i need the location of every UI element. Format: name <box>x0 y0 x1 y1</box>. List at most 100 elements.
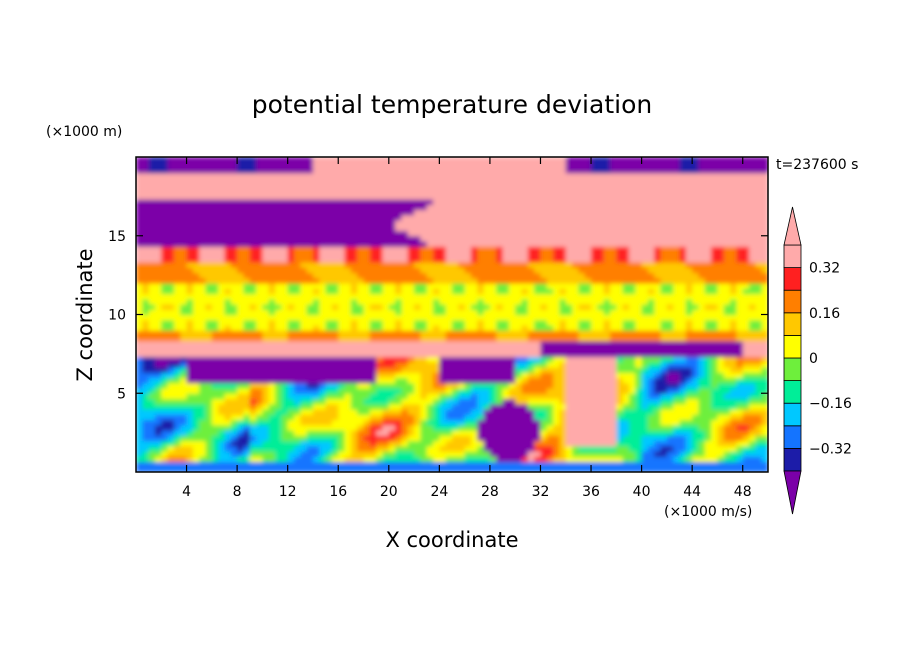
field-cell <box>401 235 409 242</box>
field-cell <box>211 241 219 247</box>
field-cell <box>338 330 346 337</box>
field-cell <box>211 304 219 310</box>
field-cell <box>578 461 586 468</box>
field-cell <box>502 372 510 379</box>
field-cell <box>616 372 624 379</box>
field-cell <box>395 319 403 326</box>
field-cell <box>186 451 194 457</box>
field-cell <box>407 340 415 347</box>
field-cell <box>350 445 358 452</box>
field-cell <box>218 225 226 232</box>
field-cell <box>161 403 169 410</box>
field-cell <box>502 214 510 221</box>
field-cell <box>306 440 314 447</box>
field-cell <box>433 393 440 400</box>
field-cell <box>483 361 491 368</box>
field-cell <box>742 272 750 279</box>
field-cell <box>464 414 472 421</box>
field-cell <box>249 356 257 363</box>
field-cell <box>736 283 744 289</box>
field-cell <box>635 461 643 468</box>
field-cell <box>237 262 245 268</box>
field-cell <box>553 451 561 457</box>
field-cell <box>540 403 548 410</box>
field-cell <box>742 319 750 326</box>
field-cell <box>363 277 371 284</box>
field-cell <box>256 403 263 410</box>
field-cell <box>331 466 339 472</box>
field-cell <box>521 346 529 352</box>
field-cell <box>622 262 630 268</box>
field-cell <box>167 309 175 316</box>
field-cell <box>673 283 681 289</box>
field-cell <box>142 351 150 358</box>
field-cell <box>635 319 643 326</box>
field-cell <box>414 424 421 431</box>
field-cell <box>496 319 504 326</box>
field-cell <box>527 398 535 405</box>
field-cell <box>173 314 181 321</box>
field-cell <box>610 277 617 284</box>
field-cell <box>616 440 624 447</box>
field-cell <box>230 304 238 310</box>
field-cell <box>142 309 150 316</box>
field-cell <box>742 262 750 268</box>
field-cell <box>382 256 390 263</box>
field-cell <box>660 230 668 237</box>
field-cell <box>357 241 365 247</box>
field-cell <box>376 272 384 279</box>
field-cell <box>445 330 453 337</box>
field-cell <box>647 398 655 405</box>
field-cell <box>761 272 768 279</box>
field-cell <box>730 241 737 247</box>
field-cell <box>591 409 598 415</box>
field-cell <box>597 461 605 468</box>
field-cell <box>262 304 270 310</box>
field-cell <box>325 246 333 253</box>
field-cell <box>736 214 744 221</box>
field-cell <box>527 267 535 274</box>
field-cell <box>395 214 403 221</box>
field-cell <box>192 388 200 394</box>
field-cell <box>192 330 200 337</box>
field-cell <box>647 235 655 242</box>
field-cell <box>521 445 529 452</box>
field-cell <box>540 256 548 263</box>
field-cell <box>477 351 485 358</box>
field-cell <box>711 309 719 316</box>
field-cell <box>755 382 763 389</box>
field-cell <box>148 403 156 410</box>
field-cell <box>654 314 662 321</box>
field-cell <box>483 293 491 300</box>
field-cell <box>628 251 636 258</box>
field-cell <box>616 356 624 363</box>
field-cell <box>647 309 655 316</box>
field-cell <box>698 335 706 342</box>
field-cell <box>452 398 459 405</box>
field-cell <box>565 351 573 358</box>
field-cell <box>249 372 257 379</box>
field-cell <box>306 398 314 405</box>
field-cell <box>154 230 162 237</box>
field-cell <box>401 304 409 310</box>
field-cell <box>154 272 162 279</box>
field-cell <box>192 409 200 415</box>
field-cell <box>186 298 194 305</box>
field-cell <box>635 403 643 410</box>
field-cell <box>154 346 162 352</box>
field-cell <box>256 451 263 457</box>
field-cell <box>363 398 371 405</box>
field-cell <box>205 304 213 310</box>
field-cell <box>755 419 763 426</box>
field-cell <box>426 314 434 321</box>
field-cell <box>161 419 169 426</box>
field-cell <box>300 288 308 295</box>
field-cell <box>654 393 662 400</box>
field-cell <box>666 309 674 316</box>
field-cell <box>376 262 384 268</box>
field-cell <box>496 351 504 358</box>
field-cell <box>616 335 624 342</box>
field-cell <box>660 430 668 436</box>
field-cell <box>749 367 756 373</box>
field-cell <box>344 393 352 400</box>
